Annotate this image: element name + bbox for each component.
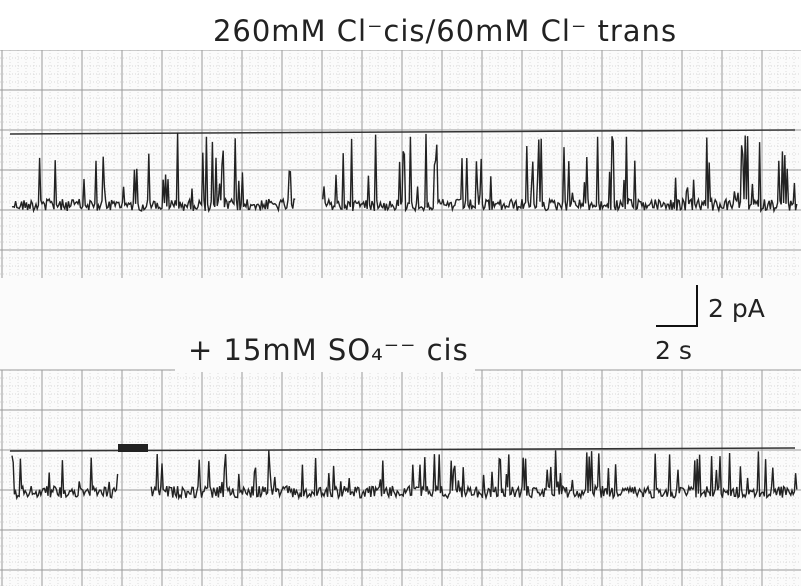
current-trace [11, 450, 798, 501]
grid-panel-bottom [0, 369, 801, 586]
traces [11, 132, 798, 501]
top-label: 260mM Cl⁻cis/60mM Cl⁻ trans [213, 14, 677, 48]
scale-current-label: 2 pA [708, 294, 765, 323]
current-trace [11, 132, 798, 214]
closed-burst [118, 444, 148, 452]
scale-time-label: 2 s [655, 336, 692, 365]
bottom-label: + 15mM SO₄⁻⁻ cis [188, 333, 469, 367]
label-backdrop [175, 332, 475, 372]
title-backdrop [170, 12, 730, 50]
closed-level-top [9, 129, 796, 135]
